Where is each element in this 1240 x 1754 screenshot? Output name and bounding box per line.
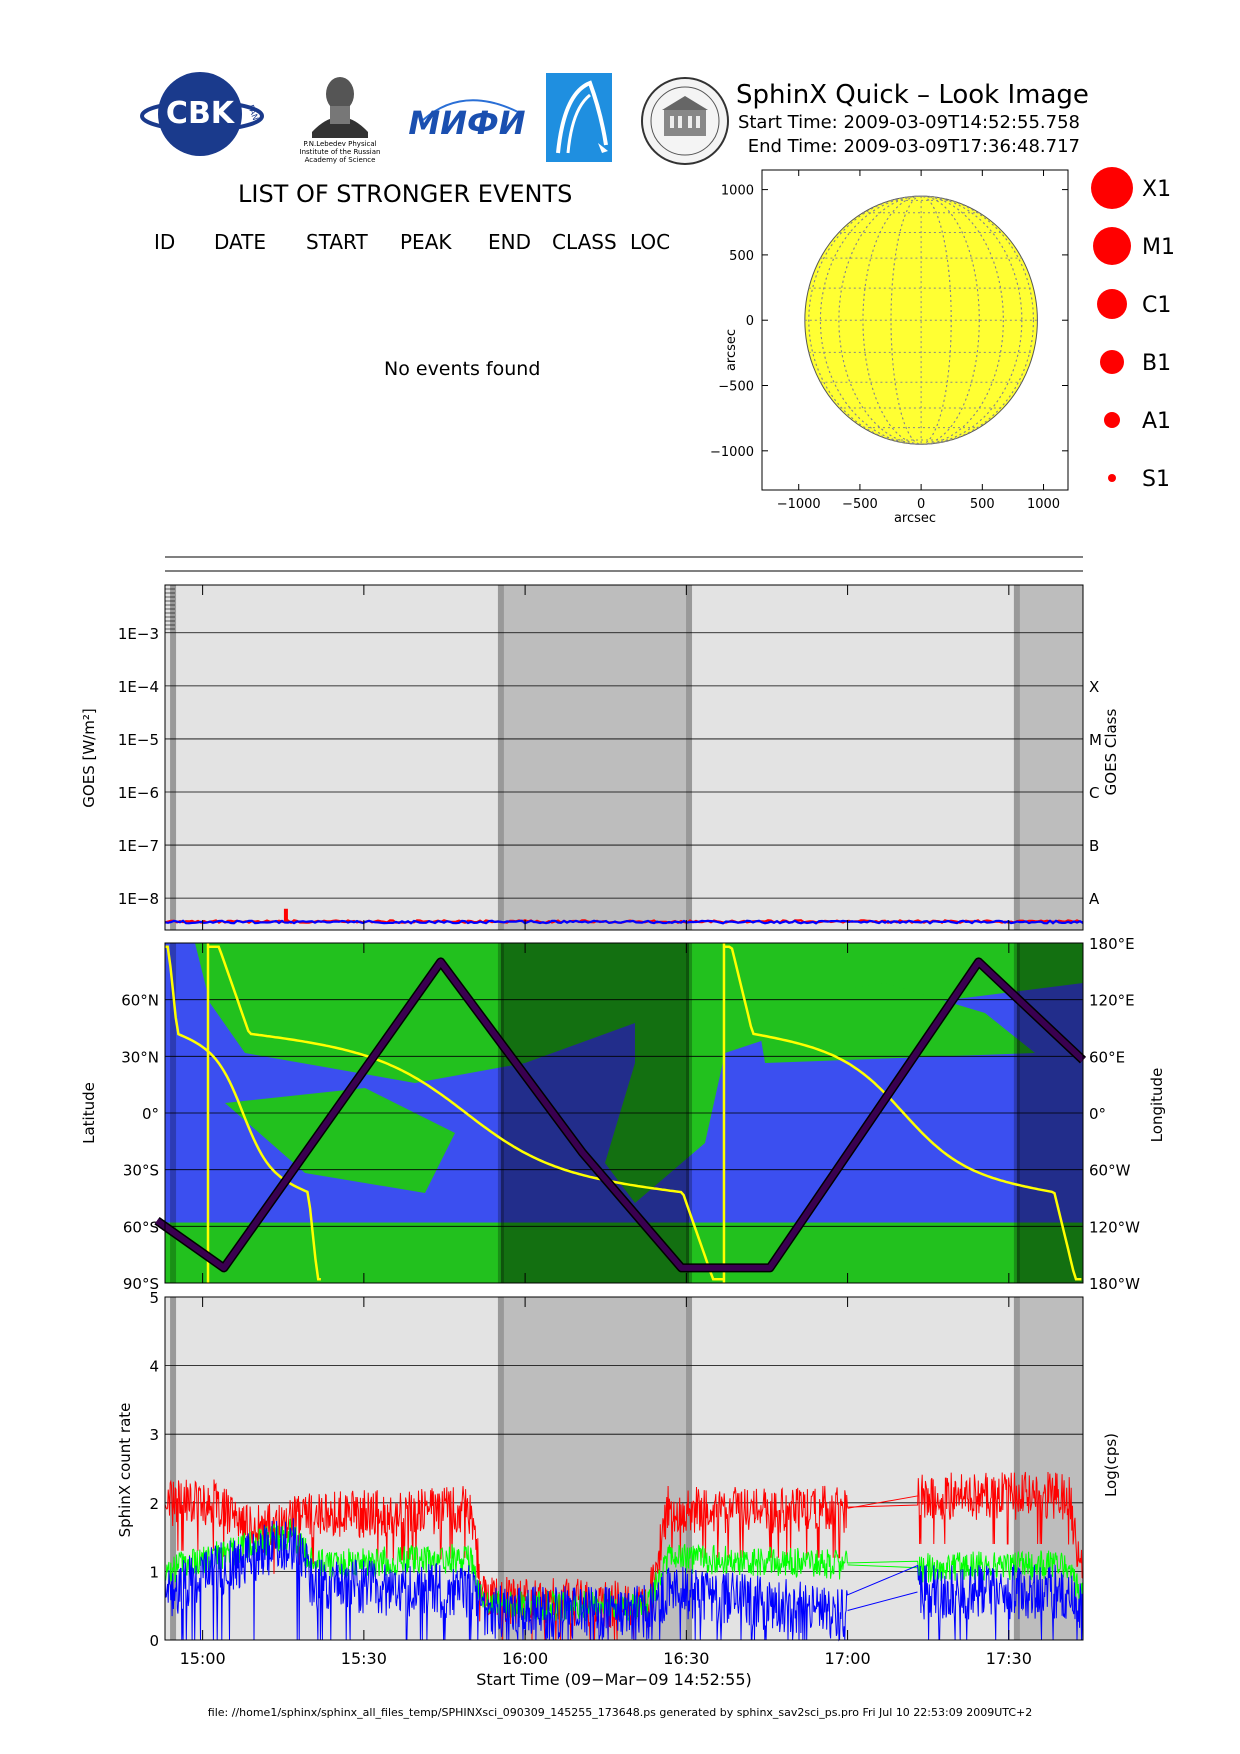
count-y-tick-label: 4 <box>149 1358 159 1376</box>
orbit-y-tick-label: 60°N <box>121 992 159 1010</box>
orbit-y-tick-label: 30°N <box>121 1048 159 1066</box>
orbit-y2-tick-label: 0° <box>1089 1105 1106 1123</box>
time-tick-label: 15:00 <box>180 1649 226 1668</box>
count-rate-chart: 0 1 2 3 4 5 SphinX count rate Log(cps) 15:00 15:3… <box>116 1289 1120 1689</box>
disk-y-tick-label: −1000 <box>710 445 754 460</box>
legend-label-b1: B1 <box>1142 351 1171 376</box>
disk-y-tick-label: 1000 <box>721 184 754 199</box>
disk-y-tick-label: 0 <box>746 314 754 329</box>
disk-x-label: arcsec <box>894 511 936 526</box>
orbit-y-tick-label: 30°S <box>123 1162 159 1180</box>
time-tick-label: 17:00 <box>825 1649 871 1668</box>
count-y-label: SphinX count rate <box>116 1403 134 1538</box>
goes-y-tick-label: 1E−5 <box>118 731 159 749</box>
time-tick-label: 16:30 <box>663 1649 709 1668</box>
disk-y-label: arcsec <box>724 329 739 371</box>
time-tick-label: 16:00 <box>502 1649 548 1668</box>
saa-edge-band <box>170 585 176 930</box>
saa-edge-band <box>686 585 692 930</box>
solar-disk-chart: −1000 −500 0 500 1000 −1000 −500 0 500 1000 arcsec… <box>710 170 1068 526</box>
count-y-tick-label: 0 <box>149 1632 159 1650</box>
disk-x-tick-label: −500 <box>842 497 878 512</box>
time-tick-label: 15:30 <box>341 1649 387 1668</box>
flare-class-legend: X1 M1 C1 B1 A1 S1 <box>1091 167 1175 492</box>
goes-y-tick-label: 1E−3 <box>118 625 159 643</box>
orbit-y-label: Latitude <box>80 1082 98 1144</box>
orbit-y2-tick-label: 120°W <box>1089 1218 1140 1236</box>
orbit-y-tick-label: 60°S <box>123 1218 159 1236</box>
orbit-y2-tick-label: 120°E <box>1089 992 1135 1010</box>
orbit-y2-tick-label: 180°E <box>1089 935 1135 953</box>
goes-y-label: GOES [W/m²] <box>80 708 98 807</box>
goes-class-label: A <box>1089 890 1100 908</box>
disk-x-tick-label: −1000 <box>777 497 821 512</box>
orbit-y-tick-label: 0° <box>142 1105 159 1123</box>
night-band <box>501 585 689 930</box>
time-tick-label: 17:30 <box>986 1649 1032 1668</box>
orbit-y2-tick-label: 180°W <box>1089 1275 1140 1293</box>
count-y2-label: Log(cps) <box>1102 1433 1120 1497</box>
time-axis-label: Start Time (09−Mar−09 14:52:55) <box>476 1670 752 1689</box>
orbit-y2-tick-label: 60°E <box>1089 1048 1125 1066</box>
goes-y-tick-label: 1E−8 <box>118 890 159 908</box>
goes-y-tick-label: 1E−6 <box>118 784 159 802</box>
legend-label-a1: A1 <box>1142 409 1171 434</box>
goes-class-label: C <box>1089 784 1099 802</box>
legend-circle-x1 <box>1091 167 1133 209</box>
footer-file-info: file: //home1/sphinx/sphinx_all_files_te… <box>0 1706 1240 1719</box>
count-y-tick-label: 2 <box>149 1495 159 1513</box>
goes-class-label: M <box>1089 731 1102 749</box>
goes-chart: 1E−3 1E−4 1E−5 1E−6 1E−7 1E−8 X M C B A GOES [W/m²]… <box>80 585 1120 930</box>
legend-circle-m1 <box>1093 227 1131 265</box>
goes-class-label: X <box>1089 678 1099 696</box>
disk-x-tick-label: 500 <box>970 497 995 512</box>
saa-edge-band <box>498 585 504 930</box>
disk-x-tick-label: 0 <box>917 497 925 512</box>
legend-circle-a1 <box>1104 412 1120 428</box>
orbit-y2-label: Longitude <box>1148 1068 1166 1143</box>
count-y-tick-label: 1 <box>149 1563 159 1581</box>
goes-y-tick-label: 1E−4 <box>118 678 159 696</box>
night-band <box>501 1297 689 1640</box>
legend-label-c1: C1 <box>1142 293 1171 318</box>
legend-label-s1: S1 <box>1142 467 1170 492</box>
disk-y-tick-label: 500 <box>729 249 754 264</box>
legend-circle-c1 <box>1097 289 1127 319</box>
legend-label-m1: M1 <box>1142 235 1175 260</box>
legend-circle-s1 <box>1108 474 1116 482</box>
goes-y2-label: GOES Class <box>1102 708 1120 795</box>
orbit-y2-tick-label: 60°W <box>1089 1162 1131 1180</box>
legend-label-x1: X1 <box>1142 177 1171 202</box>
night-band <box>1017 585 1083 930</box>
count-y-tick-label: 5 <box>149 1289 159 1307</box>
saa-edge-band <box>1014 585 1020 930</box>
orbit-chart: 60°N 30°N 0° 30°S 60°S 90°S 180°E 120°E 60°E 0° 60… <box>80 935 1166 1293</box>
count-y-tick-label: 3 <box>149 1426 159 1444</box>
goes-class-label: B <box>1089 837 1099 855</box>
disk-x-tick-label: 1000 <box>1027 497 1060 512</box>
disk-y-tick-label: −500 <box>718 380 754 395</box>
legend-circle-b1 <box>1100 350 1124 374</box>
goes-y-tick-label: 1E−7 <box>118 837 159 855</box>
goes-spike <box>284 909 288 922</box>
